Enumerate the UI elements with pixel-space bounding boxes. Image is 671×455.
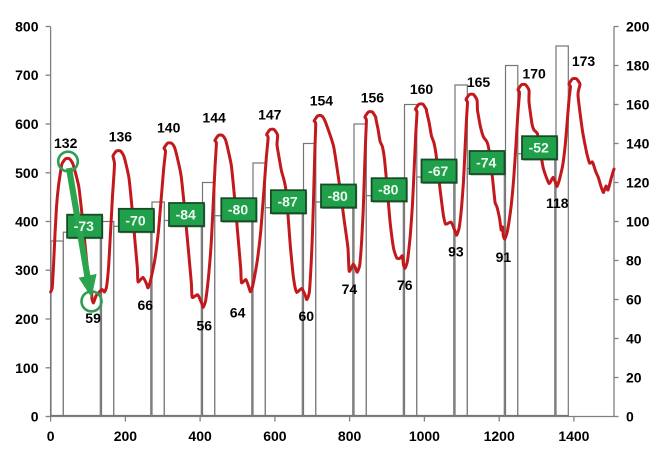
svg-text:100: 100 — [15, 360, 39, 376]
svg-text:156: 156 — [361, 90, 385, 106]
svg-text:300: 300 — [15, 262, 39, 278]
svg-text:0: 0 — [47, 428, 55, 444]
svg-text:140: 140 — [626, 136, 650, 152]
svg-text:136: 136 — [109, 129, 133, 145]
svg-text:140: 140 — [157, 120, 181, 136]
svg-text:200: 200 — [114, 428, 138, 444]
svg-text:160: 160 — [626, 97, 650, 113]
svg-text:-74: -74 — [476, 155, 496, 171]
svg-text:100: 100 — [626, 214, 650, 230]
svg-text:118: 118 — [546, 195, 569, 211]
svg-text:400: 400 — [188, 428, 212, 444]
svg-text:60: 60 — [299, 308, 315, 324]
svg-text:40: 40 — [626, 331, 642, 347]
svg-text:-80: -80 — [228, 202, 248, 218]
svg-text:200: 200 — [626, 19, 650, 35]
svg-text:74: 74 — [342, 281, 358, 297]
svg-text:200: 200 — [15, 311, 39, 327]
svg-text:-84: -84 — [176, 207, 196, 223]
svg-text:66: 66 — [138, 297, 154, 313]
svg-text:60: 60 — [626, 292, 642, 308]
svg-text:170: 170 — [522, 66, 546, 82]
svg-text:800: 800 — [15, 19, 39, 35]
svg-text:20: 20 — [626, 370, 642, 386]
svg-text:147: 147 — [258, 107, 282, 123]
svg-text:165: 165 — [467, 74, 491, 90]
svg-text:120: 120 — [626, 175, 650, 191]
svg-text:-87: -87 — [277, 194, 297, 210]
svg-text:1000: 1000 — [409, 428, 440, 444]
svg-text:-73: -73 — [74, 218, 94, 234]
svg-text:600: 600 — [263, 428, 287, 444]
svg-text:600: 600 — [15, 116, 39, 132]
svg-text:132: 132 — [54, 135, 78, 151]
svg-text:-52: -52 — [529, 140, 549, 156]
svg-text:76: 76 — [397, 277, 413, 293]
svg-text:160: 160 — [410, 81, 434, 97]
svg-text:59: 59 — [85, 310, 101, 326]
svg-text:0: 0 — [626, 409, 634, 425]
svg-text:173: 173 — [572, 53, 596, 69]
svg-text:0: 0 — [31, 409, 39, 425]
svg-text:800: 800 — [338, 428, 362, 444]
svg-text:93: 93 — [448, 244, 464, 260]
svg-text:154: 154 — [310, 93, 334, 109]
svg-text:1200: 1200 — [484, 428, 515, 444]
svg-text:180: 180 — [626, 58, 650, 74]
svg-text:-67: -67 — [428, 163, 448, 179]
svg-text:400: 400 — [15, 214, 39, 230]
svg-text:56: 56 — [197, 318, 213, 334]
svg-text:80: 80 — [626, 253, 642, 269]
svg-text:91: 91 — [496, 249, 512, 265]
svg-text:-80: -80 — [378, 182, 398, 198]
svg-text:500: 500 — [15, 165, 39, 181]
svg-text:64: 64 — [230, 304, 246, 320]
svg-text:-70: -70 — [125, 212, 145, 228]
svg-text:1400: 1400 — [558, 428, 589, 444]
svg-text:700: 700 — [15, 67, 39, 83]
svg-text:144: 144 — [202, 110, 226, 126]
svg-text:-80: -80 — [328, 188, 348, 204]
